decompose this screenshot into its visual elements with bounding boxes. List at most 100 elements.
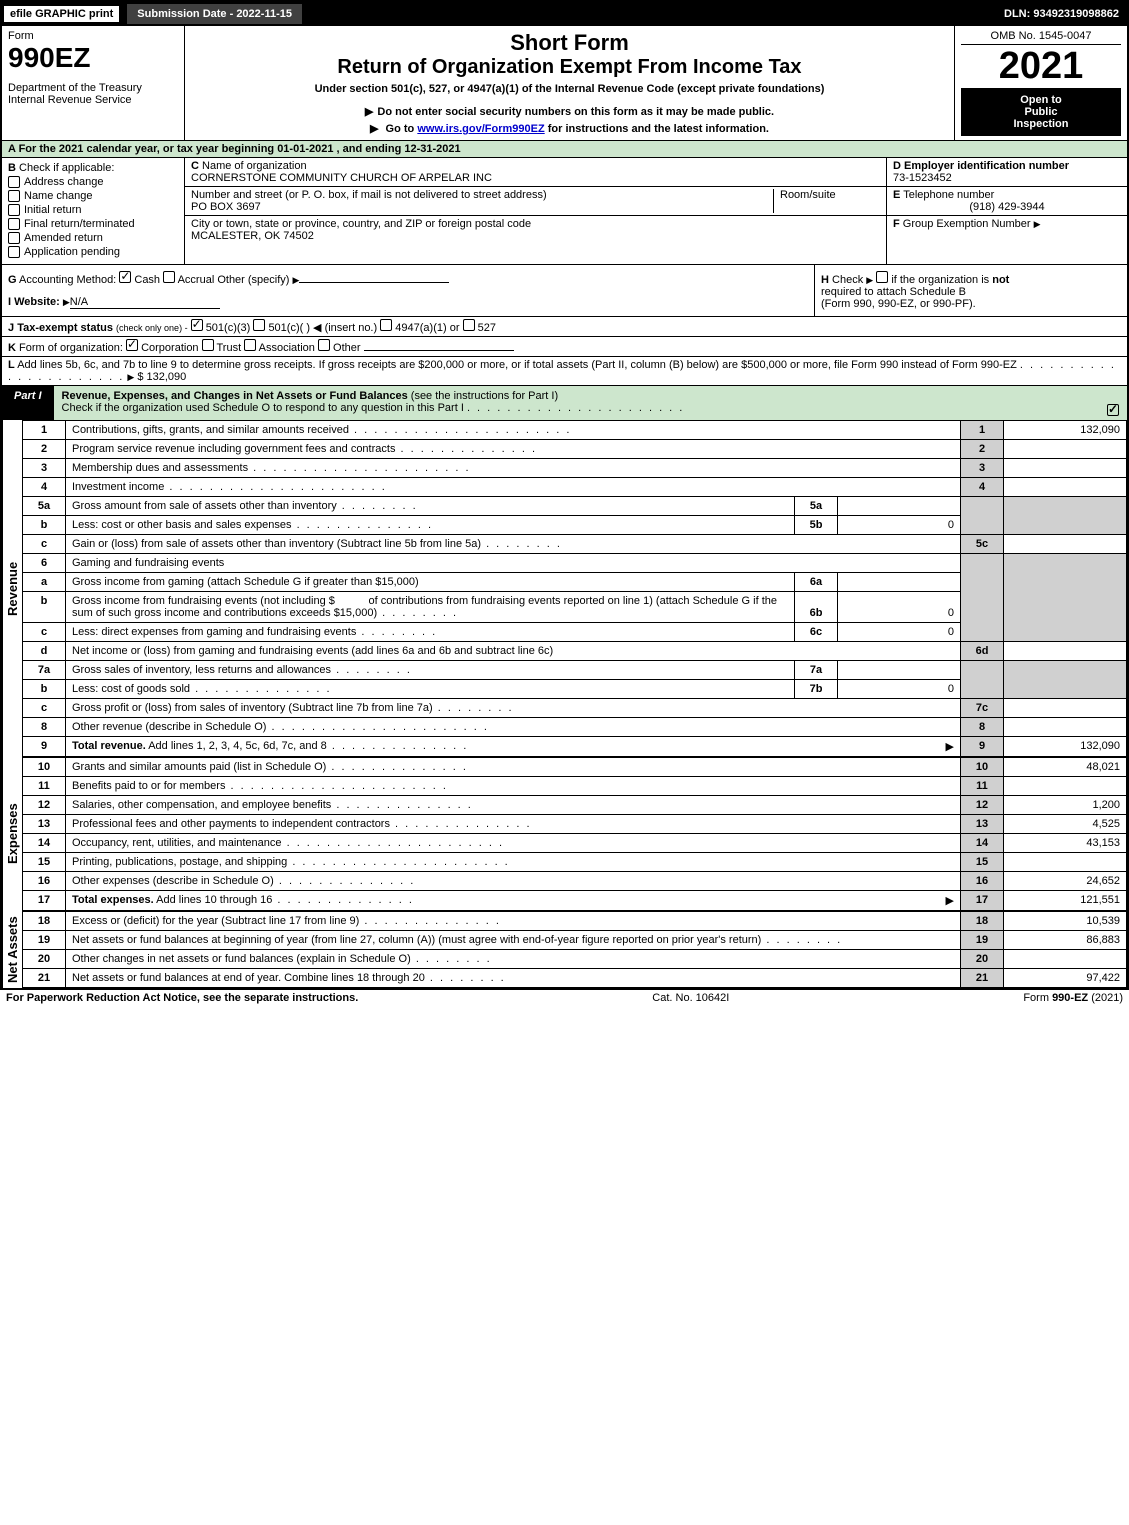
method-label: Accounting Method: — [19, 274, 116, 286]
l21-box: 21 — [961, 969, 1004, 988]
cb-other-org[interactable] — [318, 339, 330, 351]
website-label: Website: — [14, 296, 60, 308]
info-row-bcd: B Check if applicable: Address change Na… — [2, 158, 1127, 265]
l8-box: 8 — [961, 718, 1004, 737]
header-left: Form 990EZ Department of the Treasury In… — [2, 26, 185, 140]
l11-num: 11 — [23, 777, 66, 796]
l9-num: 9 — [23, 737, 66, 757]
l7c-box: 7c — [961, 699, 1004, 718]
l13-text: Professional fees and other payments to … — [72, 818, 390, 830]
l12-box: 12 — [961, 796, 1004, 815]
footer-right: Form 990-EZ (2021) — [1023, 992, 1123, 1004]
l4-amt — [1004, 478, 1127, 497]
l10-amt: 48,021 — [1004, 758, 1127, 777]
l16-box: 16 — [961, 872, 1004, 891]
cb-schedule-o[interactable] — [1107, 404, 1119, 416]
website-value: N/A — [70, 296, 220, 309]
l7b-text: Less: cost of goods sold — [72, 683, 190, 695]
line-9: 9 Total revenue. Add lines 1, 2, 3, 4, 5… — [23, 737, 1127, 757]
irs-link[interactable]: www.irs.gov/Form990EZ — [417, 123, 544, 135]
l5c-text: Gain or (loss) from sale of assets other… — [72, 538, 481, 550]
cb-application-pending[interactable]: Application pending — [8, 246, 178, 258]
l7a-subamt — [838, 661, 961, 680]
l-amount: $ 132,090 — [137, 371, 186, 383]
cb-amended-return[interactable]: Amended return — [8, 232, 178, 244]
title-short: Short Form — [191, 30, 948, 56]
header-right: OMB No. 1545-0047 2021 Open to Public In… — [954, 26, 1127, 140]
l20-amt — [1004, 950, 1127, 969]
footer: For Paperwork Reduction Act Notice, see … — [0, 990, 1129, 1006]
expenses-section: Expenses 10 Grants and similar amounts p… — [2, 757, 1127, 911]
section-k: K Form of organization: Corporation Trus… — [2, 337, 1127, 357]
section-i: I Website: N/A — [8, 296, 808, 309]
cb-final-return[interactable]: Final return/terminated — [8, 218, 178, 230]
l3-num: 3 — [23, 459, 66, 478]
l17-amt: 121,551 — [1004, 891, 1127, 911]
cb-address-change[interactable]: Address change — [8, 176, 178, 188]
d-label: D — [893, 160, 901, 172]
l19-box: 19 — [961, 931, 1004, 950]
line-15: 15 Printing, publications, postage, and … — [23, 853, 1127, 872]
l15-amt — [1004, 853, 1127, 872]
cb-initial-return[interactable]: Initial return — [8, 204, 178, 216]
address-value: PO BOX 3697 — [191, 201, 261, 213]
l10-num: 10 — [23, 758, 66, 777]
col-d: D Employer identification number 73-1523… — [887, 158, 1127, 264]
line-21: 21 Net assets or fund balances at end of… — [23, 969, 1127, 988]
l7b-subamt: 0 — [838, 680, 961, 699]
netassets-table: 18 Excess or (deficit) for the year (Sub… — [22, 911, 1127, 988]
initial-return-label: Initial return — [24, 204, 81, 216]
trust-label: Trust — [216, 342, 241, 354]
cb-trust[interactable] — [202, 339, 214, 351]
l5b-sub: 5b — [795, 516, 838, 535]
cb-527[interactable] — [463, 319, 475, 331]
l14-num: 14 — [23, 834, 66, 853]
l19-text: Net assets or fund balances at beginning… — [72, 934, 761, 946]
l4-text: Investment income — [72, 481, 164, 493]
l9-text: Total revenue. — [72, 740, 146, 752]
cb-cash[interactable] — [119, 271, 131, 283]
ein-value: 73-1523452 — [893, 172, 952, 184]
l1-num: 1 — [23, 421, 66, 440]
cb-assoc[interactable] — [244, 339, 256, 351]
cb-accrual[interactable] — [163, 271, 175, 283]
l7b-sub: 7b — [795, 680, 838, 699]
line-20: 20 Other changes in net assets or fund b… — [23, 950, 1127, 969]
revenue-section: Revenue 1 Contributions, gifts, grants, … — [2, 420, 1127, 757]
l18-box: 18 — [961, 912, 1004, 931]
line-7c: c Gross profit or (loss) from sales of i… — [23, 699, 1127, 718]
l6c-subamt: 0 — [838, 623, 961, 642]
l12-amt: 1,200 — [1004, 796, 1127, 815]
cb-name-change[interactable]: Name change — [8, 190, 178, 202]
col-b: B Check if applicable: Address change Na… — [2, 158, 185, 264]
app-pending-label: Application pending — [24, 246, 120, 258]
l6d-num: d — [23, 642, 66, 661]
l7c-amt — [1004, 699, 1127, 718]
l11-text: Benefits paid to or for members — [72, 780, 225, 792]
l18-num: 18 — [23, 912, 66, 931]
l21-text: Net assets or fund balances at end of ye… — [72, 972, 425, 984]
line-11: 11 Benefits paid to or for members 11 — [23, 777, 1127, 796]
cb-501c[interactable] — [253, 319, 265, 331]
name-change-label: Name change — [24, 190, 93, 202]
l15-num: 15 — [23, 853, 66, 872]
l6b-subamt: 0 — [838, 592, 961, 623]
l6c-text: Less: direct expenses from gaming and fu… — [72, 626, 356, 638]
cb-501c3[interactable] — [191, 319, 203, 331]
l1-amt: 132,090 — [1004, 421, 1127, 440]
section-h: H Check if the organization is not requi… — [814, 265, 1127, 316]
l6d-box: 6d — [961, 642, 1004, 661]
section-l: L Add lines 5b, 6c, and 7b to line 9 to … — [2, 357, 1127, 386]
subtitle3-pre: Go to — [386, 123, 418, 135]
line-17: 17 Total expenses. Add lines 10 through … — [23, 891, 1127, 911]
cb-4947[interactable] — [380, 319, 392, 331]
line-18: 18 Excess or (deficit) for the year (Sub… — [23, 912, 1127, 931]
h-text4: required to attach Schedule B — [821, 286, 966, 298]
cb-schedule-b[interactable] — [876, 271, 888, 283]
line-3: 3 Membership dues and assessments 3 — [23, 459, 1127, 478]
subtitle-3: Go to www.irs.gov/Form990EZ for instruct… — [191, 122, 948, 135]
section-a: A For the 2021 calendar year, or tax yea… — [2, 141, 1127, 158]
cb-corp[interactable] — [126, 339, 138, 351]
l5a-num: 5a — [23, 497, 66, 516]
l5a-text: Gross amount from sale of assets other t… — [72, 500, 337, 512]
